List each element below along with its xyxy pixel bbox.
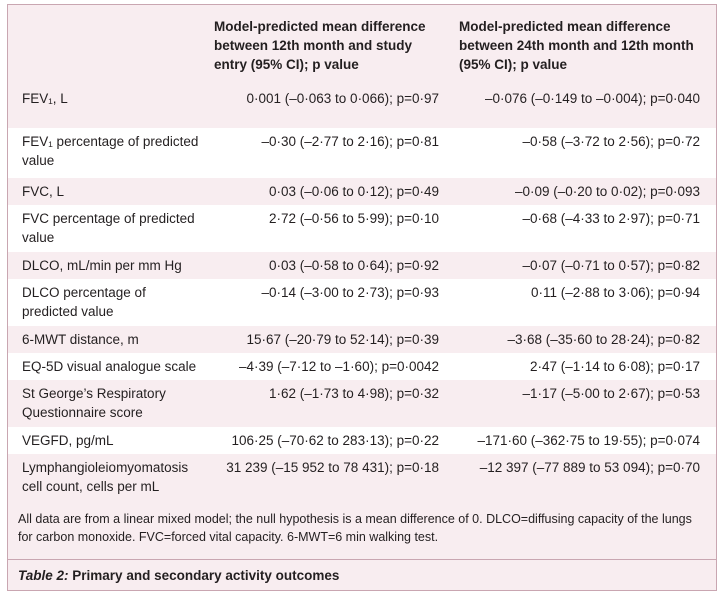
table-row: Lymphangioleiomyomatosis cell count, cel… (8, 454, 716, 502)
value-cell: –4·39 (–7·12 to –1·60); p=0·0042 (208, 353, 453, 380)
caption-text: Primary and secondary activity outcomes (72, 568, 340, 583)
row-label: FVC, L (8, 178, 208, 205)
row-label: DLCO, mL/min per mm Hg (8, 252, 208, 279)
row-label: DLCO percentage of predicted value (8, 279, 208, 326)
value-cell: 0·001 (–0·063 to 0·066); p=0·97 (208, 85, 453, 128)
value-cell: 1·62 (–1·73 to 4·98); p=0·32 (208, 380, 453, 427)
caption: Table 2: Primary and secondary activity … (8, 559, 716, 591)
header-cell (8, 5, 208, 85)
value-cell: –0·14 (–3·00 to 2·73); p=0·93 (208, 279, 453, 326)
table: Model-predicted mean difference between … (8, 5, 716, 502)
row-label: 6-MWT distance, m (8, 326, 208, 353)
row-label: FEV₁ percentage of predicted value (8, 128, 208, 178)
value-cell: –171·60 (–362·75 to 19·55); p=0·074 (453, 427, 716, 454)
table-row: FEV₁ percentage of predicted value –0·30 … (8, 128, 716, 178)
value-cell: –12 397 (–77 889 to 53 094); p=0·70 (453, 454, 716, 502)
row-label: VEGFD, pg/mL (8, 427, 208, 454)
value-cell: 0·03 (–0·06 to 0·12); p=0·49 (208, 178, 453, 205)
value-cell: –3·68 (–35·60 to 28·24); p=0·82 (453, 326, 716, 353)
row-label: EQ-5D visual analogue scale (8, 353, 208, 380)
value-cell: –0·30 (–2·77 to 2·16); p=0·81 (208, 128, 453, 178)
header-row: Model-predicted mean difference between … (8, 5, 716, 85)
value-cell: 2·47 (–1·14 to 6·08); p=0·17 (453, 353, 716, 380)
table-row: DLCO, mL/min per mm Hg 0·03 (–0·58 to 0·6… (8, 252, 716, 279)
table-row: FVC, L 0·03 (–0·06 to 0·12); p=0·49 –0·09 … (8, 178, 716, 205)
value-cell: 0·11 (–2·88 to 3·06); p=0·94 (453, 279, 716, 326)
caption-label: Table 2: (18, 568, 69, 583)
table-row: FVC percentage of predicted value 2·72 (–… (8, 205, 716, 252)
table-row: 6-MWT distance, m 15·67 (–20·79 to 52·14)… (8, 326, 716, 353)
table-row: St George’s Respiratory Questionnaire sc… (8, 380, 716, 427)
value-cell: 106·25 (–70·62 to 283·13); p=0·22 (208, 427, 453, 454)
row-label: FVC percentage of predicted value (8, 205, 208, 252)
header-cell: Model-predicted mean difference between … (214, 19, 426, 72)
value-cell: 31 239 (–15 952 to 78 431); p=0·18 (208, 454, 453, 502)
header-cell: Model-predicted mean difference between … (459, 19, 694, 72)
value-cell: 0·03 (–0·58 to 0·64); p=0·92 (208, 252, 453, 279)
table-frame: Model-predicted mean difference between … (7, 4, 717, 591)
value-cell: –0·58 (–3·72 to 2·56); p=0·72 (453, 128, 716, 178)
value-cell: –0·076 (–0·149 to –0·004); p=0·040 (453, 85, 716, 128)
value-cell: –0·07 (–0·71 to 0·57); p=0·82 (453, 252, 716, 279)
table-row: VEGFD, pg/mL 106·25 (–70·62 to 283·13); p… (8, 427, 716, 454)
row-label: Lymphangioleiomyomatosis cell count, cel… (8, 454, 208, 502)
row-label: FEV₁, L (8, 85, 208, 128)
value-cell: –1·17 (–5·00 to 2·67); p=0·53 (453, 380, 716, 427)
table-body: FEV₁, L 0·001 (–0·063 to 0·066); p=0·97 –0… (8, 85, 716, 502)
table-row: DLCO percentage of predicted value –0·14 … (8, 279, 716, 326)
row-label: St George’s Respiratory Questionnaire sc… (8, 380, 208, 427)
value-cell: 2·72 (–0·56 to 5·99); p=0·10 (208, 205, 453, 252)
table-row: EQ-5D visual analogue scale –4·39 (–7·12 … (8, 353, 716, 380)
value-cell: 15·67 (–20·79 to 52·14); p=0·39 (208, 326, 453, 353)
table-row: FEV₁, L 0·001 (–0·063 to 0·066); p=0·97 –0… (8, 85, 716, 128)
footnote: All data are from a linear mixed model; … (18, 512, 692, 544)
value-cell: –0·68 (–4·33 to 2·97); p=0·71 (453, 205, 716, 252)
value-cell: –0·09 (–0·20 to 0·02); p=0·093 (453, 178, 716, 205)
